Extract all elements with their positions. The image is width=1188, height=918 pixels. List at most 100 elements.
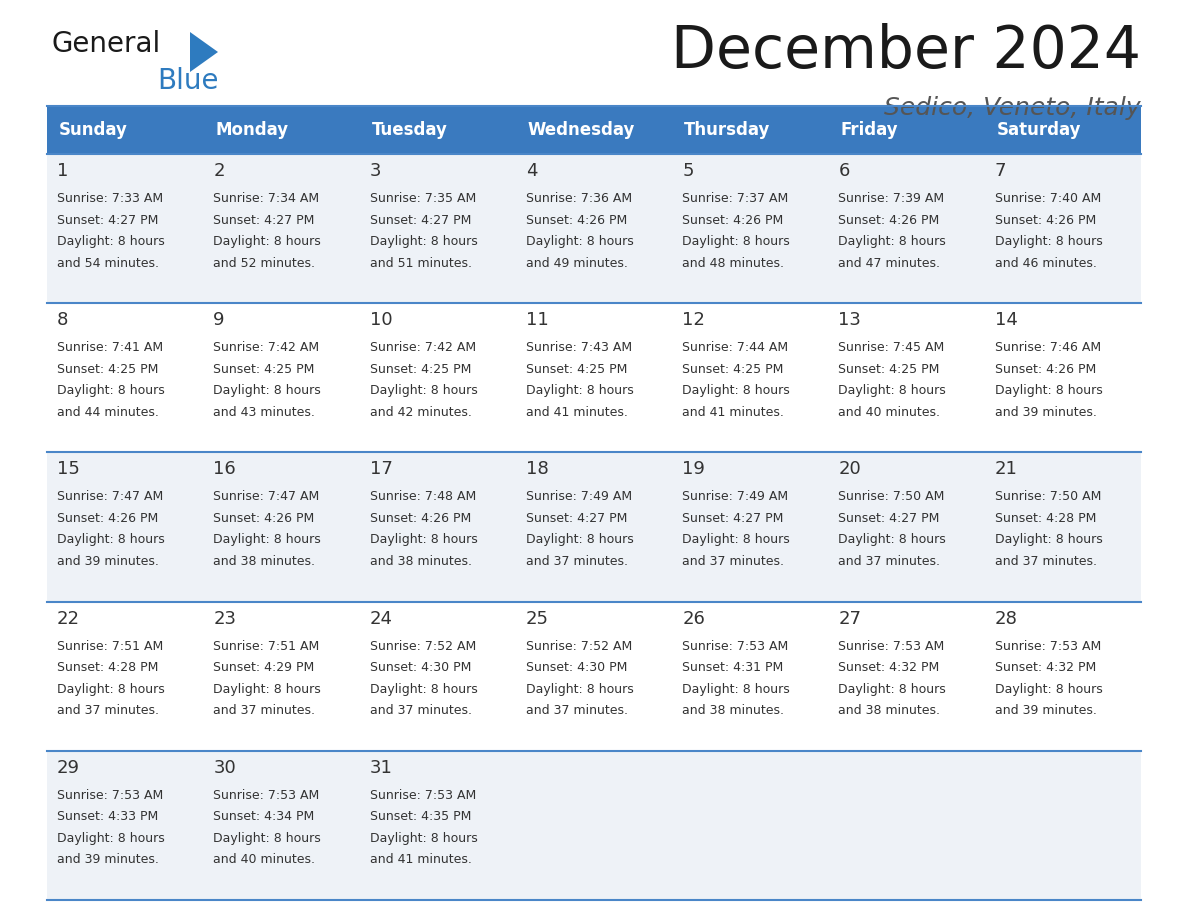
Bar xyxy=(828,601,985,751)
Text: Sunset: 4:25 PM: Sunset: 4:25 PM xyxy=(839,363,940,375)
Text: Sunset: 4:30 PM: Sunset: 4:30 PM xyxy=(526,661,627,674)
Bar xyxy=(828,453,985,601)
Text: Sunrise: 7:40 AM: Sunrise: 7:40 AM xyxy=(994,192,1101,205)
Bar xyxy=(828,751,985,900)
Text: Daylight: 8 hours: Daylight: 8 hours xyxy=(839,533,946,546)
Bar xyxy=(828,106,985,154)
Text: Sunrise: 7:53 AM: Sunrise: 7:53 AM xyxy=(682,640,789,653)
Text: Daylight: 8 hours: Daylight: 8 hours xyxy=(526,385,633,397)
Bar xyxy=(48,453,203,601)
Text: Sunset: 4:27 PM: Sunset: 4:27 PM xyxy=(839,512,940,525)
Text: Sunrise: 7:35 AM: Sunrise: 7:35 AM xyxy=(369,192,476,205)
Text: Sedico, Veneto, Italy: Sedico, Veneto, Italy xyxy=(884,96,1140,120)
Text: Sunset: 4:26 PM: Sunset: 4:26 PM xyxy=(57,512,158,525)
Text: and 39 minutes.: and 39 minutes. xyxy=(57,854,159,867)
Text: Sunrise: 7:51 AM: Sunrise: 7:51 AM xyxy=(214,640,320,653)
Text: Sunset: 4:25 PM: Sunset: 4:25 PM xyxy=(57,363,158,375)
Bar xyxy=(203,453,360,601)
Text: and 37 minutes.: and 37 minutes. xyxy=(369,704,472,717)
Text: and 37 minutes.: and 37 minutes. xyxy=(526,704,627,717)
Text: Sunrise: 7:34 AM: Sunrise: 7:34 AM xyxy=(214,192,320,205)
Text: Daylight: 8 hours: Daylight: 8 hours xyxy=(369,533,478,546)
Text: and 37 minutes.: and 37 minutes. xyxy=(682,554,784,568)
Text: and 43 minutes.: and 43 minutes. xyxy=(214,406,315,419)
Text: Daylight: 8 hours: Daylight: 8 hours xyxy=(839,683,946,696)
Text: 18: 18 xyxy=(526,461,549,478)
Text: Daylight: 8 hours: Daylight: 8 hours xyxy=(994,683,1102,696)
Text: Sunrise: 7:37 AM: Sunrise: 7:37 AM xyxy=(682,192,789,205)
Text: and 37 minutes.: and 37 minutes. xyxy=(526,554,627,568)
Text: Sunset: 4:28 PM: Sunset: 4:28 PM xyxy=(57,661,158,674)
Text: 30: 30 xyxy=(214,759,236,777)
Bar xyxy=(985,601,1140,751)
Text: Sunset: 4:25 PM: Sunset: 4:25 PM xyxy=(369,363,470,375)
Text: Daylight: 8 hours: Daylight: 8 hours xyxy=(214,832,321,845)
Text: 26: 26 xyxy=(682,610,704,628)
Bar xyxy=(672,106,828,154)
Text: Sunset: 4:26 PM: Sunset: 4:26 PM xyxy=(214,512,315,525)
Text: Daylight: 8 hours: Daylight: 8 hours xyxy=(682,235,790,248)
Text: Sunrise: 7:41 AM: Sunrise: 7:41 AM xyxy=(57,341,163,354)
Bar xyxy=(672,154,828,303)
Text: 15: 15 xyxy=(57,461,80,478)
Text: Daylight: 8 hours: Daylight: 8 hours xyxy=(369,832,478,845)
Text: Daylight: 8 hours: Daylight: 8 hours xyxy=(214,235,321,248)
Text: Daylight: 8 hours: Daylight: 8 hours xyxy=(526,533,633,546)
Text: Sunrise: 7:50 AM: Sunrise: 7:50 AM xyxy=(839,490,944,503)
Text: Daylight: 8 hours: Daylight: 8 hours xyxy=(526,683,633,696)
Text: Daylight: 8 hours: Daylight: 8 hours xyxy=(57,235,165,248)
Text: Daylight: 8 hours: Daylight: 8 hours xyxy=(369,683,478,696)
Text: 14: 14 xyxy=(994,311,1018,330)
Text: Sunrise: 7:50 AM: Sunrise: 7:50 AM xyxy=(994,490,1101,503)
Text: 21: 21 xyxy=(994,461,1018,478)
Text: Daylight: 8 hours: Daylight: 8 hours xyxy=(839,385,946,397)
Text: and 41 minutes.: and 41 minutes. xyxy=(369,854,472,867)
Text: Sunrise: 7:42 AM: Sunrise: 7:42 AM xyxy=(214,341,320,354)
Text: Sunset: 4:29 PM: Sunset: 4:29 PM xyxy=(214,661,315,674)
Text: Sunset: 4:31 PM: Sunset: 4:31 PM xyxy=(682,661,783,674)
Bar xyxy=(516,303,672,453)
Text: Sunset: 4:30 PM: Sunset: 4:30 PM xyxy=(369,661,470,674)
Text: Daylight: 8 hours: Daylight: 8 hours xyxy=(57,385,165,397)
Text: and 38 minutes.: and 38 minutes. xyxy=(369,554,472,568)
Bar xyxy=(48,303,203,453)
Text: 8: 8 xyxy=(57,311,69,330)
Text: Sunset: 4:32 PM: Sunset: 4:32 PM xyxy=(994,661,1097,674)
Text: Sunrise: 7:53 AM: Sunrise: 7:53 AM xyxy=(994,640,1101,653)
Bar xyxy=(203,751,360,900)
Bar xyxy=(828,303,985,453)
Text: Sunrise: 7:52 AM: Sunrise: 7:52 AM xyxy=(369,640,476,653)
Text: and 37 minutes.: and 37 minutes. xyxy=(214,704,315,717)
Text: Sunset: 4:27 PM: Sunset: 4:27 PM xyxy=(682,512,784,525)
Text: Sunset: 4:26 PM: Sunset: 4:26 PM xyxy=(994,363,1097,375)
Text: Sunrise: 7:48 AM: Sunrise: 7:48 AM xyxy=(369,490,476,503)
Bar xyxy=(985,751,1140,900)
Text: Daylight: 8 hours: Daylight: 8 hours xyxy=(57,832,165,845)
Text: 5: 5 xyxy=(682,162,694,180)
Text: Sunrise: 7:53 AM: Sunrise: 7:53 AM xyxy=(214,789,320,801)
Bar xyxy=(516,453,672,601)
Bar xyxy=(203,154,360,303)
Text: 31: 31 xyxy=(369,759,392,777)
Text: and 47 minutes.: and 47 minutes. xyxy=(839,256,941,270)
Text: Daylight: 8 hours: Daylight: 8 hours xyxy=(839,235,946,248)
Text: Sunset: 4:25 PM: Sunset: 4:25 PM xyxy=(214,363,315,375)
Bar xyxy=(360,453,516,601)
Bar xyxy=(203,303,360,453)
Text: Sunset: 4:26 PM: Sunset: 4:26 PM xyxy=(526,214,627,227)
Text: 29: 29 xyxy=(57,759,80,777)
Text: and 38 minutes.: and 38 minutes. xyxy=(682,704,784,717)
Text: Sunrise: 7:53 AM: Sunrise: 7:53 AM xyxy=(57,789,163,801)
Text: Saturday: Saturday xyxy=(997,121,1081,139)
Text: 11: 11 xyxy=(526,311,549,330)
Text: Sunrise: 7:36 AM: Sunrise: 7:36 AM xyxy=(526,192,632,205)
Text: Daylight: 8 hours: Daylight: 8 hours xyxy=(994,385,1102,397)
Text: Daylight: 8 hours: Daylight: 8 hours xyxy=(682,385,790,397)
Text: Sunset: 4:27 PM: Sunset: 4:27 PM xyxy=(214,214,315,227)
Text: Sunset: 4:32 PM: Sunset: 4:32 PM xyxy=(839,661,940,674)
Bar xyxy=(516,601,672,751)
Text: Sunrise: 7:45 AM: Sunrise: 7:45 AM xyxy=(839,341,944,354)
Text: 24: 24 xyxy=(369,610,392,628)
Text: 12: 12 xyxy=(682,311,704,330)
Text: Daylight: 8 hours: Daylight: 8 hours xyxy=(369,385,478,397)
